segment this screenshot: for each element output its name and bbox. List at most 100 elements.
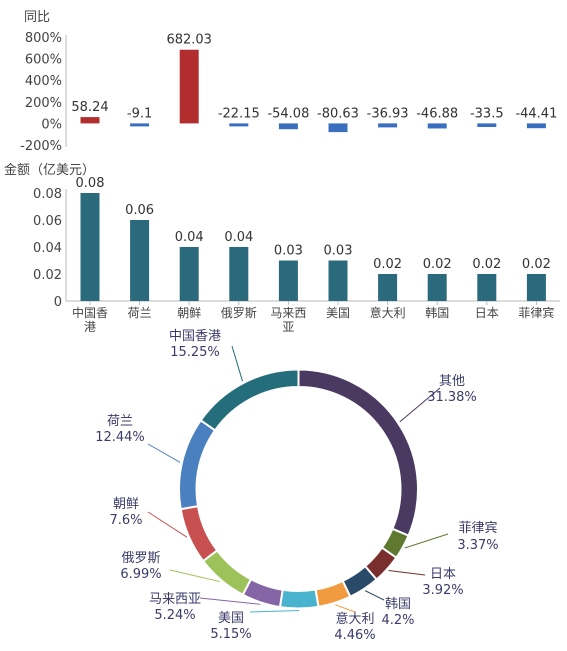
yoy-value-label: 682.03 [166,33,212,48]
yoy-value-label: 58.24 [71,100,108,115]
donut-slice-percent: 31.38% [427,390,477,405]
amount-value-label: 0.06 [125,203,154,218]
yoy-bar [477,123,497,128]
amount-axis-title: 金额（亿美元） [4,162,95,178]
yoy-value-label: -80.63 [317,106,359,121]
amount-value-label: 0.03 [274,244,303,259]
amount-tick-label: 0.06 [33,214,62,229]
yoy-bar [130,123,150,127]
yoy-bar [229,123,249,127]
donut-leader-line [399,387,441,423]
amount-tick-label: 0.04 [33,241,62,256]
amount-bar [80,193,100,301]
donut-slice-percent: 7.6% [109,513,142,528]
donut-slice [278,588,320,610]
amount-value-label: 0.02 [522,257,551,272]
donut-slice [199,368,300,432]
amount-value-label: 0.02 [423,257,452,272]
category-label: 中国香 [72,305,108,320]
yoy-value-label: -36.93 [367,106,409,121]
donut-leader-line [388,570,426,576]
category-label: 美国 [326,306,350,320]
donut-slice-name: 俄罗斯 [121,551,160,566]
amount-bar [477,274,497,301]
yoy-tick-label: 200% [25,96,62,111]
donut-leader-line [147,443,181,463]
donut-leader-line [169,569,220,583]
category-label: 意大利 [370,305,406,320]
donut-slice-name: 中国香港 [169,329,221,344]
yoy-bar [278,123,298,130]
amount-value-label: 0.02 [373,257,402,272]
amount-bar [526,274,546,301]
category-label: 荷兰 [128,306,152,320]
category-label: 马来西 [270,306,306,320]
yoy-value-label: -22.15 [218,106,260,121]
donut-leader-line [199,597,261,605]
yoy-value-label: -9.1 [127,106,152,121]
donut-slice-percent: 4.46% [334,628,375,643]
yoy-axis-title: 同比 [24,10,50,25]
amount-bar [427,274,447,301]
yoy-tick-label: 600% [25,53,62,68]
yoy-bar [328,123,348,133]
category-label: 菲律宾 [518,305,554,320]
amount-bar [378,274,398,301]
amount-value-label: 0.04 [224,230,253,245]
donut-slice-name: 马来西亚 [149,592,201,607]
yoy-tick-label: 400% [25,74,62,89]
yoy-value-label: -33.5 [470,106,504,121]
yoy-bar [378,123,398,128]
donut-slice-name: 意大利 [335,611,374,627]
amount-value-label: 0.08 [76,176,105,191]
donut-slice-percent: 3.92% [422,583,463,598]
category-label: 韩国 [425,305,449,320]
amount-tick-label: 0.02 [33,268,62,283]
donut-slice [179,505,219,563]
donut-slice-percent: 12.44% [95,430,145,445]
donut-slice [178,418,217,511]
amount-tick-label: 0 [54,295,62,310]
donut-leader-line [335,604,356,613]
amount-bar [229,247,249,301]
donut-slice-percent: 4.2% [381,613,414,628]
yoy-value-label: -46.88 [416,106,458,121]
category-label: 朝鲜 [177,306,201,320]
yoy-bar [526,123,546,129]
yoy-bar [427,123,447,129]
category-label: 港 [84,320,96,334]
donut-slice [201,549,253,597]
category-label: 日本 [475,306,499,320]
yoy-value-label: -54.08 [267,106,309,121]
amount-tick-label: 0.08 [33,187,62,202]
amount-bar [328,260,348,301]
yoy-tick-label: 800% [25,31,62,46]
donut-slice-percent: 3.37% [457,538,498,553]
amount-bar [179,247,199,301]
donut-slice-name: 美国 [218,611,244,626]
yoy-bar [80,117,100,124]
donut-slice-name: 其他 [439,374,465,389]
donut-slice-name: 菲律宾 [458,520,497,536]
donut-leader-line [364,590,385,601]
donut-leader-line [249,609,300,613]
donut-slice-percent: 15.25% [170,345,220,360]
amount-value-label: 0.02 [472,257,501,272]
donut-slice [297,368,419,537]
yoy-value-label: -44.41 [515,106,557,121]
donut-slice-name: 日本 [430,567,456,582]
donut-slice-percent: 5.24% [154,608,195,623]
yoy-tick-label: 0% [41,117,62,132]
donut-slice-name: 韩国 [385,597,411,612]
category-label: 俄罗斯 [221,306,257,320]
donut-leader-line [231,345,243,382]
donut-slice [314,579,352,608]
donut-leader-line [404,533,449,549]
amount-bar [130,220,150,301]
amount-value-label: 0.03 [324,244,353,259]
amount-bar [278,260,298,301]
donut-slice-percent: 6.99% [120,567,161,582]
donut-slice-percent: 5.15% [210,627,251,642]
